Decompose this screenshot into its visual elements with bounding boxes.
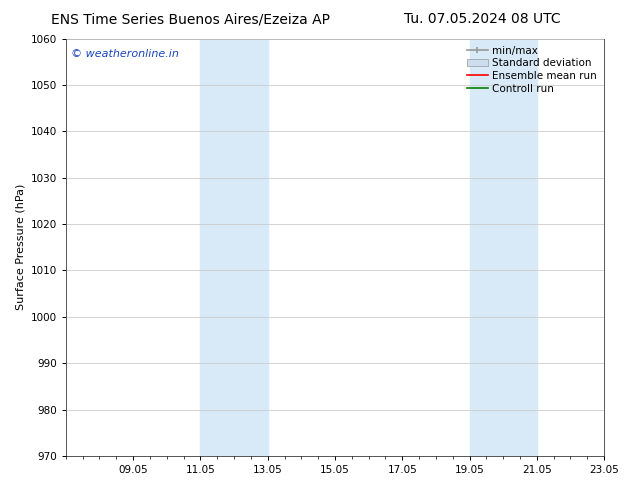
Bar (200, 39, 268, 456)
Text: Tu. 07.05.2024 08 UTC: Tu. 07.05.2024 08 UTC (403, 12, 560, 26)
Text: © weatheronline.in: © weatheronline.in (71, 49, 179, 59)
Y-axis label: Surface Pressure (hPa): Surface Pressure (hPa) (15, 184, 25, 311)
Bar (470, 39, 537, 456)
Legend: min/max, Standard deviation, Ensemble mean run, Controll run: min/max, Standard deviation, Ensemble me… (465, 44, 599, 96)
Text: ENS Time Series Buenos Aires/Ezeiza AP: ENS Time Series Buenos Aires/Ezeiza AP (51, 12, 330, 26)
